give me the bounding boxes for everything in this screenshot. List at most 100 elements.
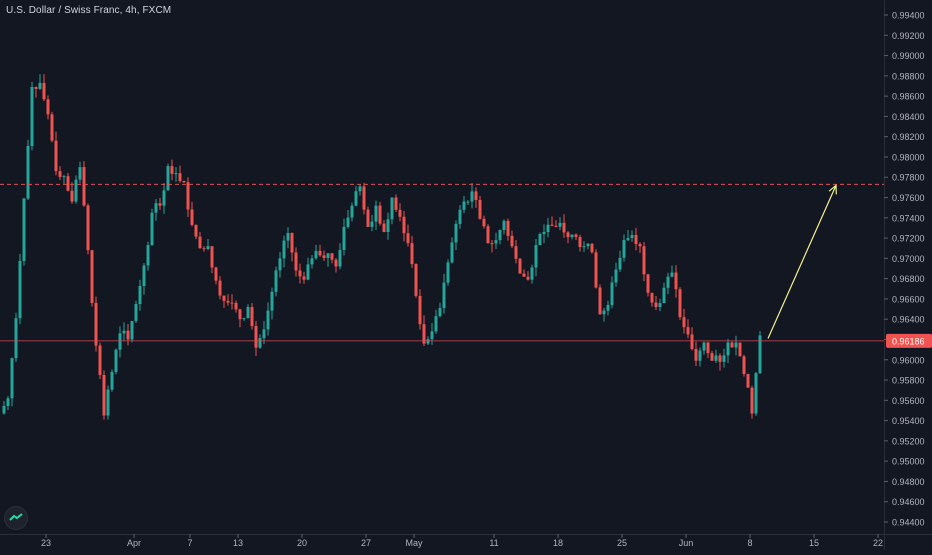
candle xyxy=(674,265,678,298)
candle xyxy=(386,212,390,240)
candle xyxy=(438,302,442,318)
candle xyxy=(194,224,198,240)
price-tick-label: 0.99200 xyxy=(892,31,925,41)
time-tick-label: 23 xyxy=(41,538,51,548)
candle xyxy=(410,235,414,268)
candle xyxy=(518,257,522,274)
current-price-label: 0.96186 xyxy=(892,336,925,346)
price-tick-label: 0.94800 xyxy=(892,477,925,487)
candle xyxy=(482,215,486,229)
candle xyxy=(102,370,106,420)
candle xyxy=(646,273,650,297)
price-tick-label: 0.96000 xyxy=(892,355,925,365)
candle xyxy=(42,74,46,102)
candle xyxy=(702,341,706,355)
candle xyxy=(706,341,710,358)
candle xyxy=(590,243,594,254)
candle xyxy=(442,273,446,314)
time-axis[interactable]: 23 Apr 7 13 20 27 May 11 18 25 Jun 8 15 22 xyxy=(0,534,932,548)
price-tick-label: 0.96600 xyxy=(892,294,925,304)
price-tick-label: 0.98200 xyxy=(892,132,925,142)
candle xyxy=(370,214,374,232)
candle xyxy=(454,220,458,251)
candle xyxy=(586,243,590,250)
candle xyxy=(382,220,386,233)
candle xyxy=(582,241,586,252)
candle xyxy=(238,308,242,328)
candle xyxy=(402,211,406,242)
candle xyxy=(474,187,478,208)
candle xyxy=(110,369,114,392)
candle xyxy=(502,219,506,235)
candle xyxy=(18,253,22,325)
candle xyxy=(562,214,566,238)
arrow-head-icon xyxy=(828,184,837,195)
candle xyxy=(50,111,54,143)
candle xyxy=(530,264,534,284)
candle xyxy=(534,239,538,277)
candle xyxy=(466,200,470,206)
candle xyxy=(98,342,102,380)
candle xyxy=(94,296,98,352)
candle xyxy=(230,294,234,310)
candle xyxy=(126,323,130,346)
price-tick-label: 0.97600 xyxy=(892,193,925,203)
candle xyxy=(330,252,334,264)
candle xyxy=(146,241,150,271)
time-tick-label: 20 xyxy=(297,538,307,548)
tradingview-logo-icon[interactable] xyxy=(4,506,28,530)
candle xyxy=(538,232,542,246)
candle xyxy=(694,341,698,367)
candle xyxy=(246,304,250,319)
candle xyxy=(754,372,758,416)
candle xyxy=(342,218,346,256)
candle xyxy=(682,308,686,334)
candle xyxy=(610,276,614,309)
time-tick-label: 18 xyxy=(553,538,563,548)
candle xyxy=(190,201,194,227)
candle xyxy=(198,232,202,249)
candle xyxy=(278,251,282,278)
candle xyxy=(498,229,502,245)
price-tick-label: 0.98600 xyxy=(892,92,925,102)
candle xyxy=(38,74,42,91)
time-tick-label: 27 xyxy=(361,538,371,548)
time-tick-label: 15 xyxy=(809,538,819,548)
price-tick-label: 0.97800 xyxy=(892,173,925,183)
candle xyxy=(742,354,746,377)
candle xyxy=(710,350,714,361)
price-tick-label: 0.98800 xyxy=(892,71,925,81)
candle xyxy=(182,180,186,184)
time-tick-label: Apr xyxy=(127,538,141,548)
candle xyxy=(670,265,674,278)
time-tick-label: Jun xyxy=(679,538,694,548)
time-tick-label: May xyxy=(405,538,423,548)
time-tick-label: 13 xyxy=(233,538,243,548)
candle xyxy=(346,209,350,229)
candle xyxy=(622,234,626,262)
candle xyxy=(178,165,182,183)
candle xyxy=(558,217,562,231)
candle xyxy=(430,322,434,345)
candle xyxy=(746,373,750,388)
candle xyxy=(686,319,690,339)
candle xyxy=(10,357,14,407)
candle xyxy=(142,263,146,295)
current-price-badge[interactable]: 0.96186 xyxy=(886,333,932,348)
candle xyxy=(718,353,722,371)
candle xyxy=(698,347,702,367)
candle xyxy=(406,224,410,247)
candle xyxy=(162,183,166,214)
projection-arrow[interactable] xyxy=(767,184,837,339)
candle xyxy=(338,243,342,270)
candle xyxy=(554,220,558,228)
candle xyxy=(106,385,110,420)
price-tick-label: 0.94600 xyxy=(892,497,925,507)
price-axis[interactable]: 0.99400 0.99200 0.99000 0.98800 0.98600 0.984… xyxy=(884,0,932,550)
candle xyxy=(726,338,730,363)
price-tick-label: 0.99000 xyxy=(892,51,925,61)
candle xyxy=(282,235,286,268)
candle xyxy=(662,282,666,304)
